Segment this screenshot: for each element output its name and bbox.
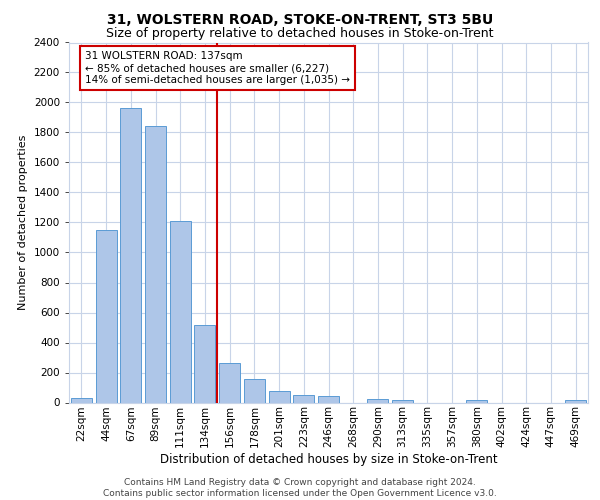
X-axis label: Distribution of detached houses by size in Stoke-on-Trent: Distribution of detached houses by size … <box>160 453 497 466</box>
Bar <box>466 400 487 402</box>
Text: Size of property relative to detached houses in Stoke-on-Trent: Size of property relative to detached ho… <box>106 28 494 40</box>
Bar <box>392 400 413 402</box>
Bar <box>269 390 290 402</box>
Bar <box>244 379 265 402</box>
Bar <box>145 126 166 402</box>
Bar <box>219 363 240 403</box>
Bar <box>95 230 116 402</box>
Bar <box>293 395 314 402</box>
Text: Contains HM Land Registry data © Crown copyright and database right 2024.
Contai: Contains HM Land Registry data © Crown c… <box>103 478 497 498</box>
Bar <box>565 400 586 402</box>
Bar <box>318 396 339 402</box>
Bar <box>170 221 191 402</box>
Text: 31 WOLSTERN ROAD: 137sqm
← 85% of detached houses are smaller (6,227)
14% of sem: 31 WOLSTERN ROAD: 137sqm ← 85% of detach… <box>85 52 350 84</box>
Bar <box>71 398 92 402</box>
Bar <box>120 108 141 403</box>
Text: 31, WOLSTERN ROAD, STOKE-ON-TRENT, ST3 5BU: 31, WOLSTERN ROAD, STOKE-ON-TRENT, ST3 5… <box>107 12 493 26</box>
Bar <box>367 399 388 402</box>
Bar <box>194 324 215 402</box>
Y-axis label: Number of detached properties: Number of detached properties <box>18 135 28 310</box>
